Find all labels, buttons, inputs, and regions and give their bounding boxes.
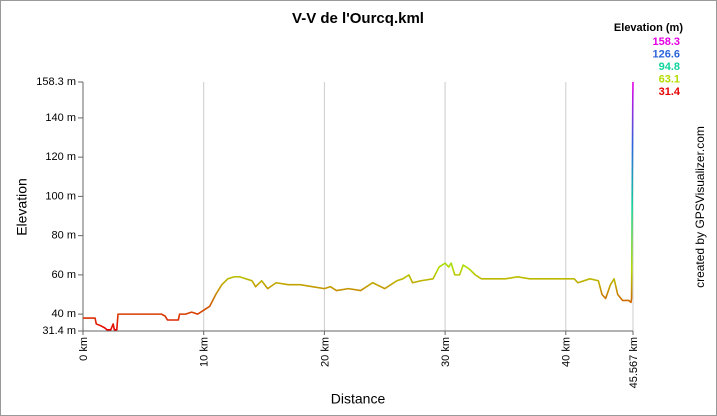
y-tick-label: 158.3 m: [36, 76, 76, 88]
legend-value: 94.8: [659, 61, 680, 73]
y-tick-label: 40 m: [52, 308, 76, 320]
chart-title: V-V de l'Ourcq.kml: [292, 10, 424, 27]
x-tick-label: 30 km: [440, 337, 452, 367]
y-axis-label: Elevation: [14, 178, 30, 236]
y-tick-label: 100 m: [45, 190, 76, 202]
legend-value: 31.4: [659, 86, 681, 98]
y-tick-label: 120 m: [45, 151, 76, 163]
legend-value: 63.1: [659, 73, 680, 85]
y-tick-label: 80 m: [52, 230, 76, 242]
x-tick-label: 20 km: [319, 337, 331, 367]
x-tick-label: 40 km: [561, 337, 573, 367]
legend-value: 126.6: [652, 48, 680, 60]
elevation-line: [83, 81, 634, 331]
x-tick-label: 0 km: [78, 337, 90, 361]
x-axis-label: Distance: [331, 391, 386, 407]
legend-title: Elevation (m): [614, 22, 683, 34]
x-tick-label: 10 km: [199, 337, 211, 367]
x-tick-label: 45.567 km: [628, 337, 640, 388]
credit: created by GPSVisualizer.com: [693, 126, 707, 288]
y-tick-label: 31.4 m: [42, 325, 76, 337]
y-tick-label: 60 m: [52, 269, 76, 281]
legend-value: 158.3: [652, 36, 680, 48]
y-tick-label: 140 m: [45, 112, 76, 124]
